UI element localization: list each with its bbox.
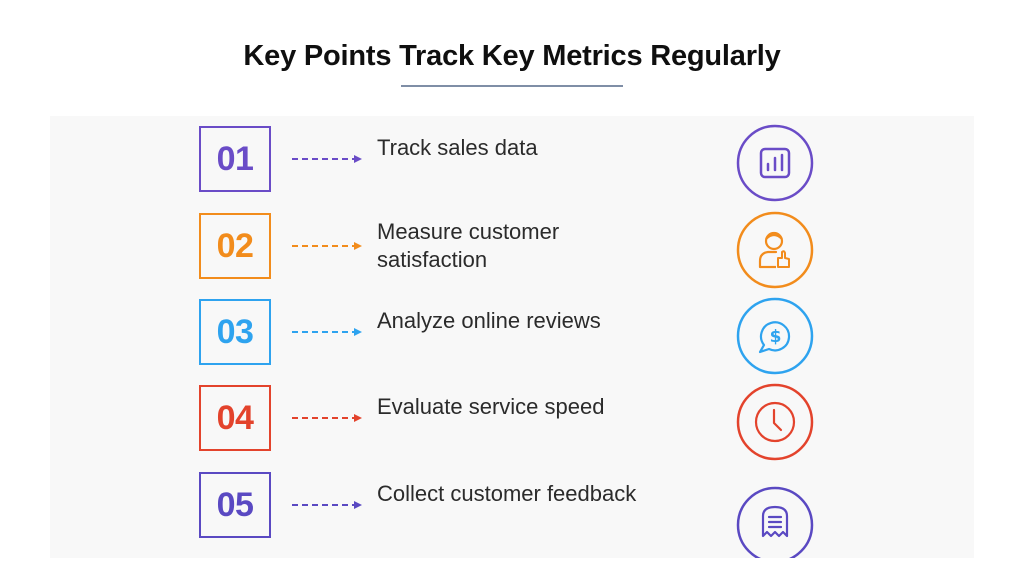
svg-text:$: $ bbox=[770, 327, 782, 347]
step-label: Evaluate service speed bbox=[377, 394, 605, 419]
list-item-1: 01 Track sales data bbox=[0, 124, 1024, 202]
list-item-4: 04 Evaluate service speed bbox=[0, 383, 1024, 461]
dashed-arrow-icon bbox=[292, 242, 362, 250]
step-label: Track sales data bbox=[377, 135, 538, 160]
dashed-arrow-icon bbox=[292, 414, 362, 422]
clock-icon bbox=[736, 383, 814, 461]
step-number-box: 04 bbox=[199, 385, 271, 451]
step-number-box: 05 bbox=[199, 472, 271, 538]
step-label-line-2: satisfaction bbox=[377, 247, 488, 272]
step-number-box: 02 bbox=[199, 213, 271, 279]
list-item-3: 03 Analyze online reviews $ bbox=[0, 297, 1024, 375]
dashed-arrow-icon bbox=[292, 501, 362, 509]
page-title: Key Points Track Key Metrics Regularly bbox=[243, 40, 781, 72]
title-underline bbox=[401, 85, 623, 87]
bar-chart-icon bbox=[736, 124, 814, 202]
dollar-chat-bubble-icon: $ bbox=[736, 297, 814, 375]
step-number-box: 01 bbox=[199, 126, 271, 192]
step-number-box: 03 bbox=[199, 299, 271, 365]
customer-thumbs-up-icon bbox=[736, 211, 814, 289]
step-label: Measure customer satisfaction bbox=[377, 218, 559, 274]
list-item-2: 02 Measure customer satisfaction bbox=[0, 211, 1024, 289]
list-item-5: 05 Collect customer feedback bbox=[0, 472, 1024, 558]
step-label-line-1: Measure customer bbox=[377, 219, 560, 244]
step-label: Collect customer feedback bbox=[377, 481, 637, 506]
receipt-icon bbox=[736, 486, 814, 558]
dashed-arrow-icon bbox=[292, 328, 362, 336]
step-label: Analyze online reviews bbox=[377, 308, 601, 333]
content-panel bbox=[50, 116, 974, 558]
dashed-arrow-icon bbox=[292, 155, 362, 163]
